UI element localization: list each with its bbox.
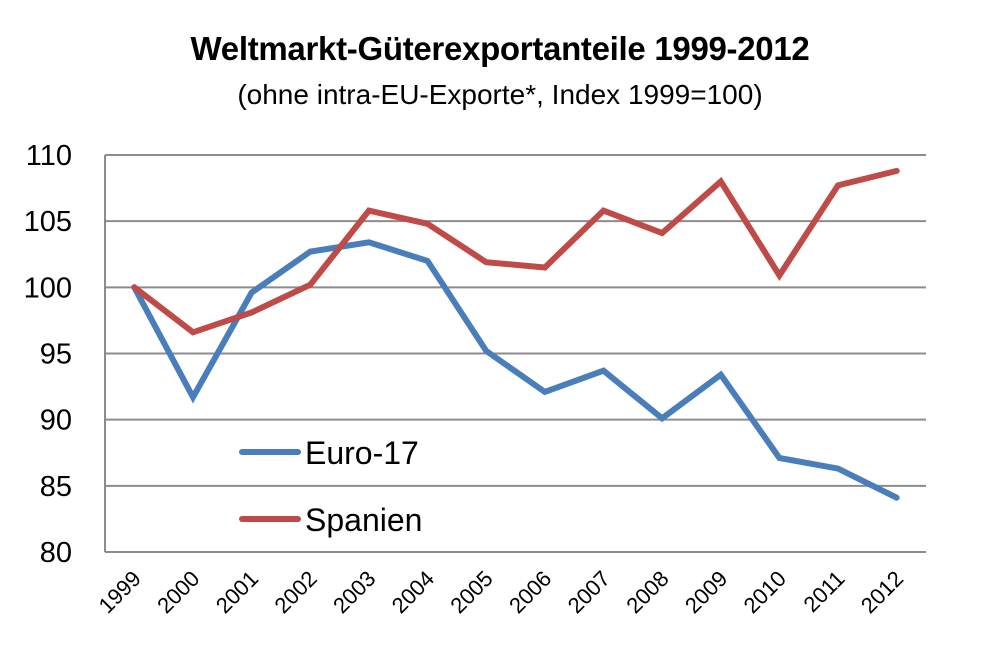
x-tick-label: 2012 xyxy=(856,566,908,618)
y-tick-label: 80 xyxy=(40,537,72,569)
x-tick-label: 2000 xyxy=(152,566,204,618)
x-tick-label: 2009 xyxy=(680,566,732,618)
y-tick-label: 95 xyxy=(40,339,72,371)
x-axis-tick-labels: 1999 2000 2001 2002 2003 2004 2005 2006 2007 2008… xyxy=(94,566,909,618)
y-tick-label: 100 xyxy=(24,272,72,304)
legend-item: Euro-17 xyxy=(238,426,438,472)
series-line-euro-17 xyxy=(131,239,900,501)
y-tick-label: 110 xyxy=(26,140,72,172)
x-tick-label: 2001 xyxy=(211,566,263,618)
series-line-spanien xyxy=(131,167,900,336)
gridlines xyxy=(105,154,926,487)
y-axis-tick-labels: 80 85 90 95 100 105 110 xyxy=(24,140,72,569)
x-tick-label: 2011 xyxy=(798,566,849,617)
x-tick-label: 2002 xyxy=(269,566,321,618)
x-tick-label: 2003 xyxy=(328,566,380,618)
y-tick-label: 85 xyxy=(40,471,72,503)
x-tick-label: 1999 xyxy=(94,566,146,618)
x-tick-label: 2005 xyxy=(445,566,497,618)
chart-title: Weltmarkt-Güterexportanteile 1999-2012 xyxy=(190,30,810,67)
series-lines xyxy=(131,167,900,501)
chart-subtitle: (ohne intra-EU-Exporte*, Index 1999=100) xyxy=(237,79,763,110)
x-tick-label: 2008 xyxy=(621,566,673,618)
x-tick-label: 2004 xyxy=(387,566,439,618)
y-tick-label: 90 xyxy=(40,405,72,437)
y-tick-label: 105 xyxy=(24,206,72,238)
x-tick-label: 2010 xyxy=(739,566,791,618)
axes xyxy=(104,155,926,553)
legend-label: Euro-17 xyxy=(305,435,419,471)
legend-label: Spanien xyxy=(305,502,422,538)
legend-item: Spanien xyxy=(238,493,438,539)
legend: Euro-17 Spanien xyxy=(238,426,438,539)
x-tick-label: 2007 xyxy=(563,566,615,618)
x-tick-label: 2006 xyxy=(504,566,556,618)
